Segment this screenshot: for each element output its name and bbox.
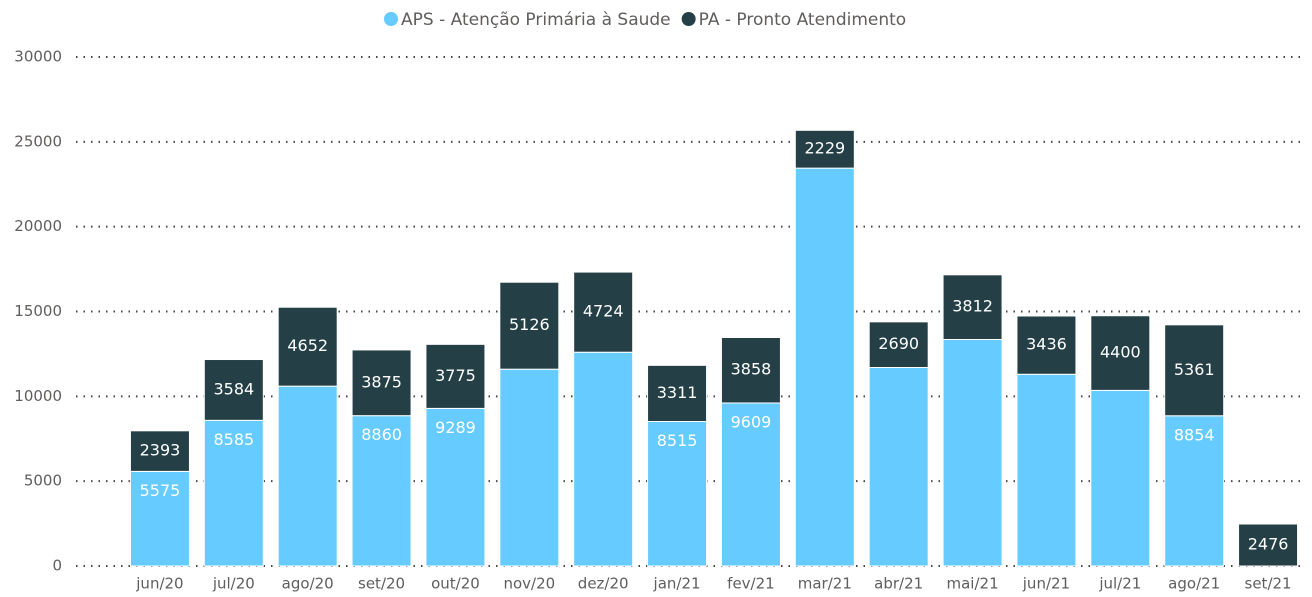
- x-tick-label: set/20: [358, 575, 405, 593]
- data-label: 2690: [878, 334, 919, 353]
- data-label: 3436: [1026, 335, 1067, 354]
- bar-segment: [868, 366, 929, 567]
- bar-segment: [868, 321, 929, 368]
- bar-segment: [1238, 523, 1299, 567]
- y-tick-label: 5000: [24, 472, 62, 490]
- data-label: 3858: [731, 360, 772, 379]
- x-tick-label: out/20: [431, 575, 480, 593]
- data-label: 3875: [361, 372, 402, 391]
- bar-segment: [1016, 373, 1077, 567]
- x-tick-label: ago/20: [282, 575, 334, 593]
- x-tick-label: abr/21: [874, 575, 923, 593]
- data-label: 8854: [1174, 425, 1215, 444]
- bar-segment: [425, 343, 486, 409]
- bar-segment: [351, 415, 412, 567]
- x-tick-label: jul/20: [212, 575, 255, 593]
- bar-segment: [1164, 415, 1225, 567]
- data-label: 8515: [657, 431, 698, 450]
- bar-segment: [203, 359, 264, 421]
- x-tick-label: set/21: [1245, 575, 1292, 593]
- bar-segment: [573, 351, 634, 567]
- y-tick-label: 30000: [14, 48, 62, 66]
- data-label: 3812: [952, 297, 993, 316]
- data-label: 8860: [361, 425, 402, 444]
- bar-segment: [1164, 324, 1225, 417]
- bar-segment: [499, 368, 560, 567]
- bar-segment: [942, 274, 1003, 340]
- data-label: 4400: [1100, 343, 1141, 362]
- bar-segment: [720, 337, 781, 404]
- bar-segment: [573, 271, 634, 353]
- x-tick-label: fev/21: [727, 575, 775, 593]
- data-label: 5575: [140, 481, 181, 500]
- data-label: 9289: [435, 418, 476, 437]
- data-label: 9609: [731, 412, 772, 431]
- legend-swatch: [384, 12, 398, 26]
- bar-segment: [499, 281, 560, 370]
- x-tick-label: jun/20: [135, 575, 183, 593]
- bar-segment: [1090, 315, 1151, 391]
- data-label: 3311: [657, 383, 698, 402]
- x-tick-label: nov/20: [503, 575, 555, 593]
- bar-segment: [425, 407, 486, 567]
- data-label: 2476: [1248, 534, 1289, 553]
- data-label: 8585: [213, 430, 254, 449]
- y-tick-label: 25000: [14, 132, 62, 150]
- bar-segment: [647, 421, 708, 567]
- data-label: 3775: [435, 366, 476, 385]
- bar-segment: [129, 430, 190, 472]
- legend-label: APS - Atenção Primária à Saude: [401, 10, 671, 30]
- legend-label: PA - Pronto Atendimento: [699, 10, 907, 30]
- bar-segment: [277, 385, 338, 567]
- x-tick-label: mai/21: [947, 575, 999, 593]
- data-label: 4724: [583, 302, 624, 321]
- x-tick-label: ago/21: [1168, 575, 1220, 593]
- x-tick-label: mar/21: [798, 575, 852, 593]
- bar-segment: [351, 349, 412, 417]
- x-tick-label: jun/21: [1022, 575, 1070, 593]
- bar-segment: [794, 167, 855, 567]
- data-label: 5361: [1174, 360, 1215, 379]
- bar-segment: [1016, 315, 1077, 375]
- bar-segment: [1090, 389, 1151, 567]
- data-label: 2393: [140, 441, 181, 460]
- data-label: 4652: [287, 336, 328, 355]
- data-label: 2229: [804, 139, 845, 158]
- data-label: 3584: [213, 379, 254, 398]
- y-tick-label: 0: [52, 557, 62, 575]
- bar-segment: [129, 470, 190, 567]
- x-tick-label: jan/21: [653, 575, 701, 593]
- bar-segment: [647, 364, 708, 423]
- data-label: 5126: [509, 315, 550, 334]
- x-tick-label: jul/21: [1098, 575, 1141, 593]
- bar-segment: [942, 338, 1003, 567]
- bar-segment: [277, 306, 338, 387]
- y-tick-label: 20000: [14, 217, 62, 235]
- x-tick-label: dez/20: [578, 575, 629, 593]
- bar-segment: [794, 129, 855, 169]
- y-tick-label: 10000: [14, 387, 62, 405]
- legend-swatch: [681, 12, 696, 26]
- y-tick-label: 15000: [14, 302, 62, 320]
